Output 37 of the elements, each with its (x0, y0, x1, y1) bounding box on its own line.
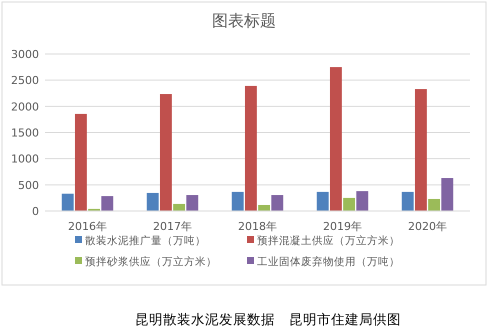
chart-title: 图表标题 (212, 11, 276, 30)
bar (356, 191, 368, 211)
x-tick-label: 2016年 (68, 220, 107, 233)
legend-label: 预拌混凝土供应（万立方米） (257, 234, 400, 247)
x-tick-label: 2019年 (323, 220, 362, 233)
bar (62, 194, 74, 211)
bar (330, 67, 342, 211)
bar (316, 192, 329, 211)
legend-label: 预拌砂浆供应（万立方米） (85, 255, 217, 268)
x-tick-label: 2017年 (153, 220, 192, 233)
bar (414, 89, 427, 211)
y-tick-label: 2500 (11, 74, 39, 88)
bar (402, 192, 414, 211)
y-tick-label: 1000 (11, 152, 39, 166)
bar (74, 114, 87, 211)
legend-label: 散装水泥推广量（万吨） (85, 234, 206, 247)
y-tick-label: 0 (32, 205, 39, 218)
bar (160, 94, 172, 211)
bar (271, 195, 284, 211)
y-tick-label: 500 (18, 178, 39, 192)
y-tick-label: 1500 (11, 126, 39, 140)
bar (343, 198, 356, 211)
bar (441, 178, 454, 211)
x-tick-label: 2020年 (408, 220, 447, 233)
bar (146, 192, 159, 211)
bar (232, 192, 244, 211)
bar (428, 198, 440, 211)
legend-label: 工业固体废弃物使用（万吨） (257, 255, 400, 268)
y-tick-label: 3000 (11, 48, 39, 61)
text: 昆明散装水泥发展数据 昆明市住建局供图 (135, 312, 401, 328)
bar (244, 86, 257, 211)
bar (186, 195, 198, 211)
bar (258, 204, 270, 211)
x-tick-label: 2018年 (238, 220, 277, 233)
bar (173, 204, 186, 211)
bar (101, 196, 114, 211)
y-tick-label: 2000 (11, 100, 39, 114)
